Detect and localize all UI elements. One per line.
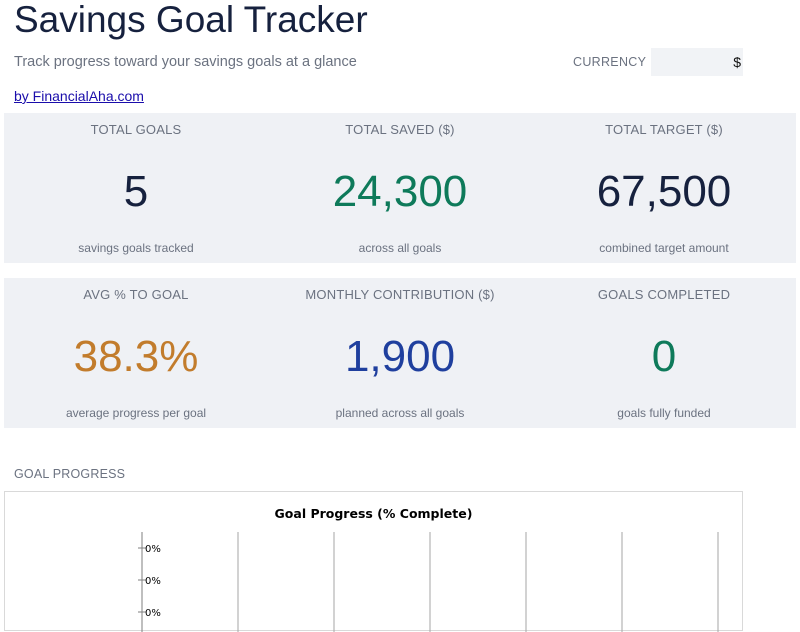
kpi-subtext: average progress per goal	[65, 406, 207, 420]
currency-input[interactable]: $	[651, 48, 743, 76]
currency-label: CURRENCY	[573, 55, 647, 69]
kpi-label: TOTAL SAVED ($)	[345, 122, 455, 137]
chart-title: Goal Progress (% Complete)	[274, 506, 473, 521]
kpi-row-2: AVG % TO GOAL 38.3% average progress per…	[4, 278, 796, 428]
kpi-card-monthly-contribution: MONTHLY CONTRIBUTION ($) 1,900 planned a…	[268, 278, 532, 428]
goal-progress-chart[interactable]: Goal Progress (% Complete) 0% 0% 0%	[4, 491, 743, 632]
byline-link[interactable]: by FinancialAha.com	[14, 88, 144, 104]
kpi-card-goals-completed: GOALS COMPLETED 0 goals fully funded	[532, 278, 796, 428]
kpi-row-1: TOTAL GOALS 5 savings goals tracked TOTA…	[4, 113, 796, 263]
kpi-card-avg-to-goal: AVG % TO GOAL 38.3% average progress per…	[4, 278, 268, 428]
kpi-subtext: planned across all goals	[335, 406, 465, 420]
goal-progress-section-label: GOAL PROGRESS	[14, 467, 126, 481]
kpi-value: 1,900	[344, 332, 456, 381]
kpi-subtext: combined target amount	[599, 241, 729, 255]
page-subtitle: Track progress toward your savings goals…	[14, 54, 357, 70]
kpi-label: MONTHLY CONTRIBUTION ($)	[305, 287, 495, 302]
kpi-label: TOTAL GOALS	[90, 122, 182, 137]
kpi-card-total-goals: TOTAL GOALS 5 savings goals tracked	[4, 113, 268, 263]
kpi-card-total-saved: TOTAL SAVED ($) 24,300 across all goals	[268, 113, 532, 263]
kpi-subtext: goals fully funded	[617, 406, 711, 420]
kpi-value: 0	[651, 332, 677, 381]
kpi-subtext: across all goals	[358, 241, 442, 255]
y-tick-label: 0%	[145, 576, 161, 587]
chart-plot-area: 0% 0% 0%	[138, 532, 719, 632]
kpi-value: 67,500	[596, 167, 732, 216]
kpi-label: TOTAL TARGET ($)	[605, 122, 723, 137]
page-title: Savings Goal Tracker	[14, 0, 368, 40]
kpi-value: 24,300	[332, 167, 468, 216]
y-tick-label: 0%	[145, 608, 161, 619]
kpi-label: GOALS COMPLETED	[597, 287, 731, 302]
y-tick-label: 0%	[145, 544, 161, 555]
kpi-label: AVG % TO GOAL	[83, 287, 189, 302]
kpi-value: 38.3%	[73, 332, 199, 381]
kpi-card-total-target: TOTAL TARGET ($) 67,500 combined target …	[532, 113, 796, 263]
kpi-value: 5	[123, 167, 149, 216]
kpi-subtext: savings goals tracked	[78, 241, 194, 255]
